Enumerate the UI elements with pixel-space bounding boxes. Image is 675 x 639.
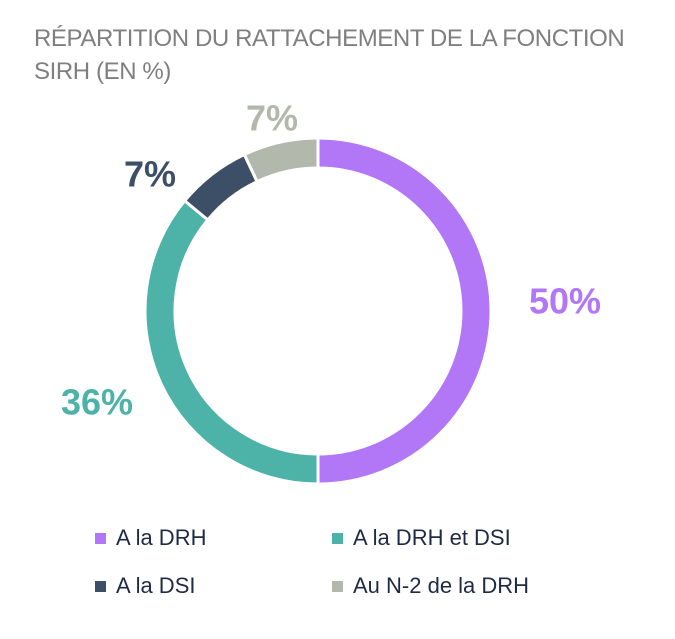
slice-dsi[interactable] — [182, 152, 260, 222]
chart-title: RÉPARTITION DU RATTACHEMENT DE LA FONCTI… — [34, 25, 625, 85]
data-label-drh: 50% — [529, 281, 601, 322]
slice-drh[interactable] — [316, 136, 493, 486]
slice-n2-drh[interactable] — [242, 136, 320, 184]
data-label-drh-dsi: 36% — [61, 382, 133, 423]
data-label-n2-drh: 7% — [246, 98, 298, 139]
data-label-dsi: 7% — [124, 154, 176, 195]
slice-drh-dsi[interactable] — [143, 198, 320, 486]
